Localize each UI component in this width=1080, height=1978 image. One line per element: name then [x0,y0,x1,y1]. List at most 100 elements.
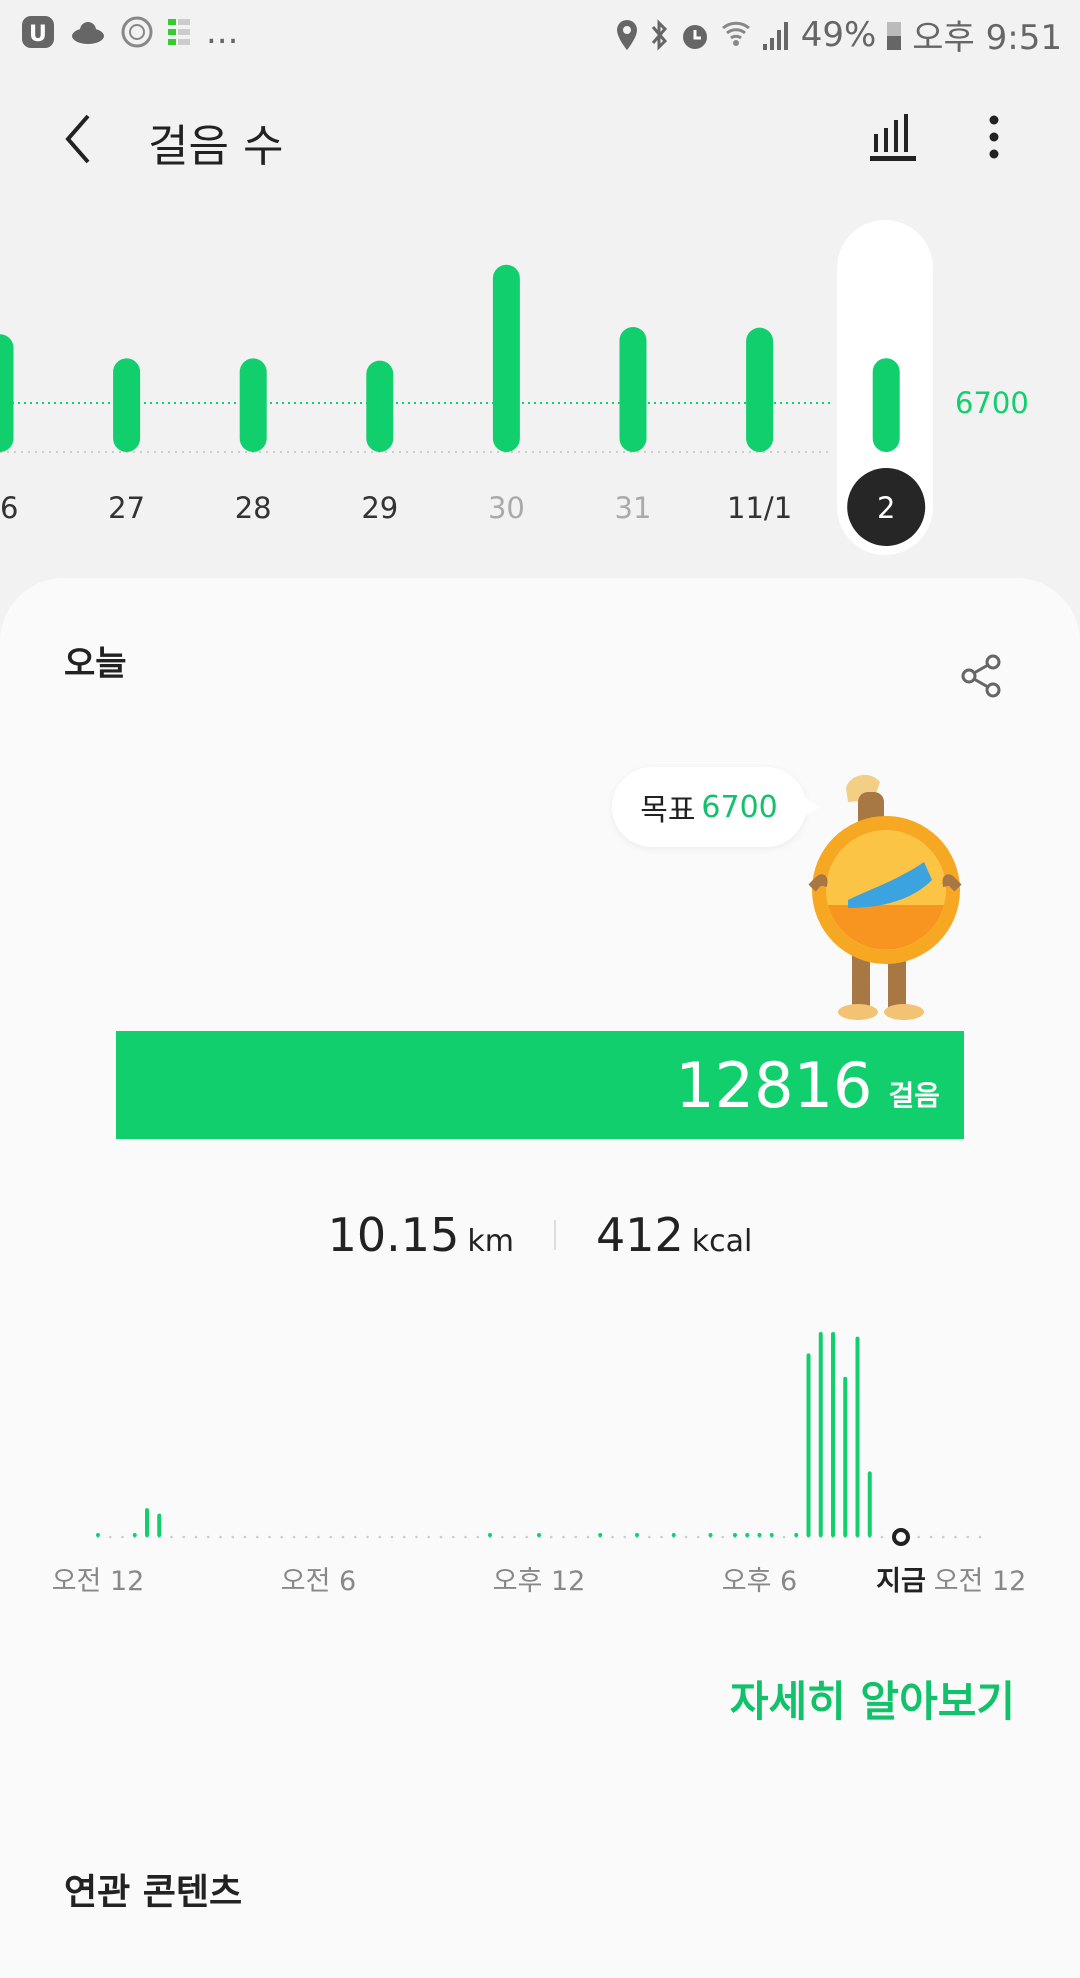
baseline-dot [317,1535,320,1539]
hourly-bar [769,1533,774,1537]
goal-bubble: 목표 6700 [612,767,820,847]
baseline-dot [390,1535,394,1539]
page-title: 걸음 수 [148,121,284,172]
baseline-dot [304,1535,308,1539]
baseline-dot [268,1535,271,1539]
today-label: 오늘 [64,644,127,684]
hourly-bar [855,1336,860,1537]
more-options-button[interactable] [986,114,1002,160]
alarm-icon [682,24,707,49]
divider [553,1220,556,1250]
back-button[interactable] [62,114,98,164]
day-label: 28 [235,491,272,525]
baseline-dot [782,1535,786,1539]
x-tick-label: 오전 6 [281,1566,356,1597]
learn-more-link[interactable]: 자세히 알아보기 [729,1677,1015,1726]
baseline-dot [206,1535,210,1539]
step-unit: 걸음 [888,1079,940,1112]
metrics-row: 10.15 km 412 kcal [0,1208,1080,1262]
baseline-dot [464,1535,467,1539]
day-bar [0,334,14,452]
hourly-bar [96,1533,100,1537]
baseline-dot [231,1535,235,1539]
list-icon [168,19,190,45]
baseline-dot [427,1535,431,1539]
baseline-dot [586,1535,590,1539]
day-bar [239,358,267,452]
day-label: 27 [108,491,145,525]
hourly-bar [757,1533,762,1537]
distance: 10.15 km [328,1208,514,1262]
more-notifications: ... [206,12,239,52]
hourly-bar [671,1533,676,1537]
baseline-dot [476,1535,480,1539]
baseline-dot [549,1535,553,1539]
baseline-dot [623,1535,627,1539]
baseline-dot [611,1535,614,1539]
svg-text:U: U [29,22,47,47]
day-bar [619,326,647,452]
uplus-app-icon: U [22,16,54,48]
baseline-dot [194,1535,198,1539]
baseline-dot [696,1535,700,1539]
baseline-dot [500,1535,504,1539]
day-bar [366,360,394,452]
share-button[interactable] [960,654,1002,698]
baseline-dot [170,1535,173,1539]
hourly-bar [843,1376,848,1537]
clock: 오후 9:51 [912,18,1062,58]
hourly-bar [708,1533,713,1537]
baseline-dot [929,1535,933,1539]
baseline-dot [378,1535,382,1539]
hourly-bar [806,1353,811,1537]
today-card: 오늘 목표 6700 12816 걸음 10.15 km 412 kcal 오전 1… [0,578,1080,1978]
baseline-dot [329,1535,333,1539]
baseline-dot [255,1535,259,1539]
day-bar [492,264,520,452]
day-bar [746,327,774,452]
x-tick-label: 오전 12 [52,1566,145,1597]
bluetooth-icon [651,18,667,51]
day-bar [113,358,141,452]
baseline-dot [562,1535,565,1539]
selected-day-circle [847,468,926,546]
baseline-dot [880,1535,884,1539]
baseline-dot [121,1535,124,1539]
day-label: 30 [488,491,525,525]
day-bar [872,358,900,452]
baseline-dot [917,1535,921,1539]
hourly-bar [488,1533,492,1537]
baseline-dot [182,1535,186,1539]
baseline-dot [415,1535,418,1539]
hourly-bar [145,1508,149,1537]
baseline-dot [243,1535,247,1539]
battery-percent: 49% [800,14,877,55]
baseline-dot [574,1535,578,1539]
chart-view-button[interactable] [870,114,916,162]
signal-icon [762,21,788,50]
hourly-bar [635,1533,639,1537]
hourly-bar [818,1332,823,1537]
baseline-dot [439,1535,443,1539]
baseline-dot [525,1535,529,1539]
x-tick-label: 오후 6 [722,1566,797,1597]
baseline-dot [353,1535,357,1539]
baseline-dot [684,1535,688,1539]
distance-unit: km [467,1224,514,1259]
hourly-bar [157,1513,162,1537]
goal-value: 6700 [701,789,778,825]
now-label: 지금 [876,1566,926,1597]
calories-unit: kcal [691,1224,753,1259]
distance-value: 10.15 [327,1208,460,1262]
daily-steps-chart[interactable]: 6700 26 27 28 29 30 31 11/1 2 [0,210,1080,580]
status-bar: U ... 49% 오후 9:51 [0,0,1080,70]
now-marker [891,1528,910,1546]
related-content-heading: 연관 콘텐츠 [64,1872,243,1913]
hourly-steps-chart: 오전 12 오전 6 오후 12 오후 6 오전 12 지금 [52,1332,1026,1597]
baseline-dot [647,1535,651,1539]
hourly-bar [132,1533,137,1537]
step-count: 12816 [675,1048,873,1122]
x-tick-label: 오후 12 [493,1566,586,1597]
hourly-bar [867,1471,872,1537]
baseline-dot [341,1535,345,1539]
